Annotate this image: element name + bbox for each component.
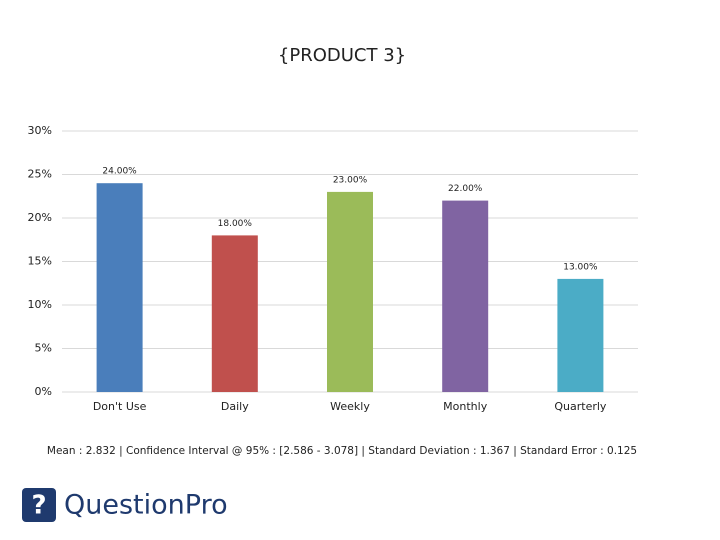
bar bbox=[327, 191, 373, 392]
value-label: 23.00% bbox=[333, 175, 368, 185]
y-tick-label: 30% bbox=[28, 124, 52, 137]
value-label: 18.00% bbox=[218, 219, 253, 229]
value-label: 24.00% bbox=[102, 167, 137, 177]
bar bbox=[211, 235, 258, 392]
x-tick-label: Don't Use bbox=[93, 400, 147, 413]
value-label: 13.00% bbox=[563, 262, 598, 272]
bar bbox=[96, 183, 143, 392]
y-tick-label: 5% bbox=[35, 342, 52, 355]
x-tick-label: Quarterly bbox=[554, 400, 607, 413]
y-tick-label: 20% bbox=[28, 211, 52, 224]
logo-square bbox=[22, 488, 56, 522]
x-tick-label: Weekly bbox=[330, 400, 370, 413]
y-tick-label: 10% bbox=[28, 298, 52, 311]
y-tick-label: 0% bbox=[35, 385, 52, 398]
logo-text: QuestionPro bbox=[64, 490, 228, 521]
logo-mark: ? bbox=[31, 491, 46, 521]
footnote: Mean : 2.832 | Confidence Interval @ 95%… bbox=[47, 445, 637, 457]
chart-title: {PRODUCT 3} bbox=[278, 45, 406, 66]
x-tick-label: Monthly bbox=[443, 400, 488, 413]
y-tick-label: 15% bbox=[28, 255, 52, 268]
y-tick-label: 25% bbox=[28, 168, 52, 181]
x-tick-label: Daily bbox=[221, 400, 249, 413]
value-label: 22.00% bbox=[448, 184, 483, 194]
logo-icon: ? bbox=[22, 488, 56, 522]
bar bbox=[442, 200, 489, 392]
bar bbox=[557, 278, 604, 392]
